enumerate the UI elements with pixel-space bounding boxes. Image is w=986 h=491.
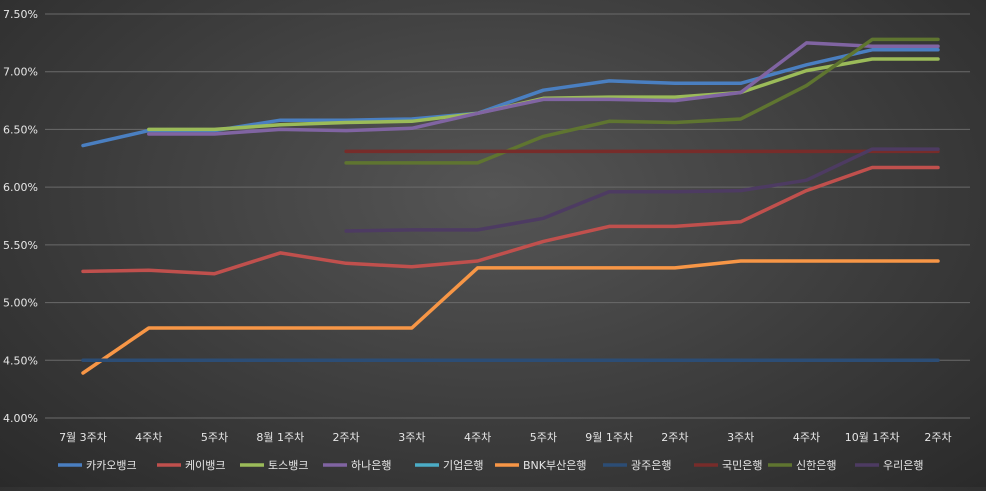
x-tick-label: 7월 3주차 <box>59 431 107 444</box>
x-tick-label: 5주차 <box>201 431 228 444</box>
x-tick-label: 9월 1주차 <box>585 431 633 444</box>
series-line-9 <box>344 147 940 233</box>
series-line-5 <box>81 259 940 375</box>
y-tick-label: 4.00% <box>3 412 38 425</box>
legend-label: 케이뱅크 <box>185 459 225 472</box>
x-tick-label: 2주차 <box>661 431 688 444</box>
y-tick-label: 5.50% <box>3 239 38 252</box>
y-tick-label: 7.00% <box>3 66 38 79</box>
x-tick-label: 4주차 <box>464 431 491 444</box>
legend-label: 광주은행 <box>631 459 671 472</box>
x-tick-label: 2주차 <box>924 431 951 444</box>
y-tick-label: 5.00% <box>3 297 38 310</box>
series-line-3 <box>147 41 940 136</box>
series-line-0 <box>81 48 940 148</box>
legend-label: BNK부산은행 <box>523 459 586 472</box>
x-tick-label: 3주차 <box>727 431 754 444</box>
series-line-1 <box>81 165 940 276</box>
y-tick-label: 6.00% <box>3 181 38 194</box>
x-tick-label: 5주차 <box>530 431 557 444</box>
legend-label: 신한은행 <box>796 459 836 472</box>
y-tick-label: 6.50% <box>3 123 38 136</box>
legend-label: 토스뱅크 <box>268 459 308 472</box>
y-tick-label: 4.50% <box>3 354 38 367</box>
x-tick-label: 4주차 <box>793 431 820 444</box>
legend-label: 하나은행 <box>351 458 391 472</box>
legend-label: 카카오뱅크 <box>86 459 137 472</box>
legend-label: 우리은행 <box>883 459 923 472</box>
x-tick-label: 10월 1주차 <box>845 431 900 444</box>
x-tick-label: 2주차 <box>332 431 359 444</box>
legend-label: 국민은행 <box>722 459 762 472</box>
legend-label: 기업은행 <box>443 459 483 472</box>
x-tick-label: 3주차 <box>398 431 425 444</box>
x-tick-label: 4주차 <box>135 431 162 444</box>
y-tick-label: 7.50% <box>3 8 38 21</box>
series-line-2 <box>147 57 940 132</box>
series-line-8 <box>344 37 940 165</box>
x-tick-label: 8월 1주차 <box>256 431 304 444</box>
